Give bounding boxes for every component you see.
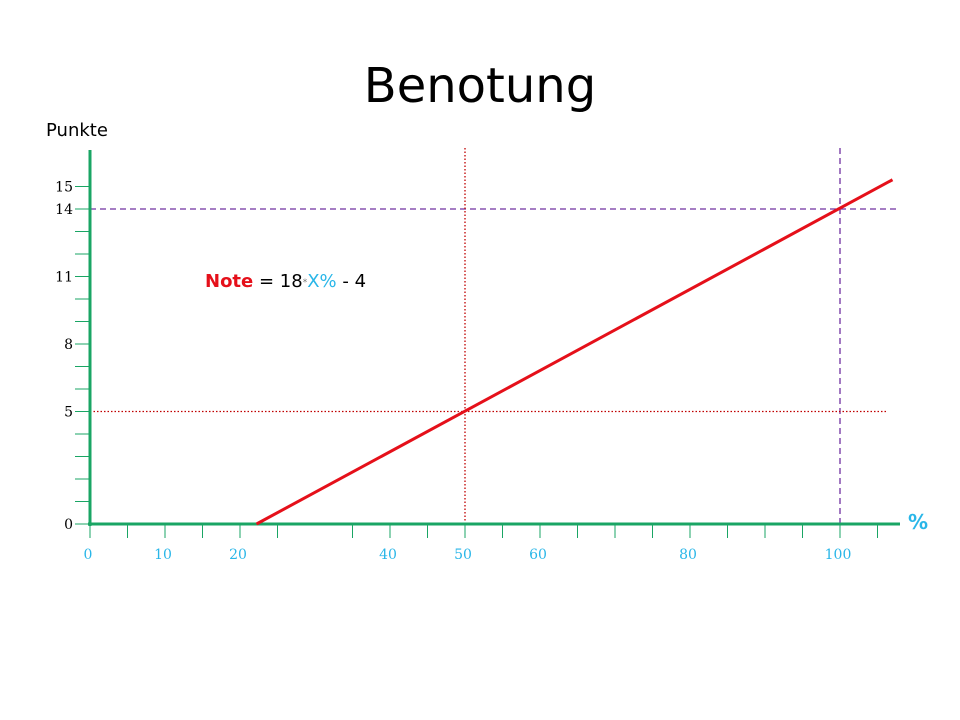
- formula-variable: X%: [307, 271, 337, 292]
- x-tick-label-60: 60: [529, 547, 547, 563]
- y-tick-label-14: 14: [55, 202, 73, 218]
- x-tick-label-100: 100: [825, 547, 852, 563]
- formula-eq: = 18: [253, 271, 303, 292]
- y-tick-label-11: 11: [55, 270, 73, 286]
- formula-rest: - 4: [336, 271, 367, 292]
- x-axis-label: %: [908, 510, 929, 534]
- formula-annotation: Note = 18*X% - 4: [205, 271, 366, 292]
- x-tick-label-0: 0: [84, 547, 93, 563]
- formula-operator: *: [302, 278, 308, 288]
- formula-lhs: Note: [205, 271, 254, 292]
- x-tick-label-20: 20: [229, 547, 247, 563]
- x-tick-label-80: 80: [679, 547, 697, 563]
- y-tick-label-8: 8: [64, 337, 73, 353]
- x-tick-label-50: 50: [454, 547, 472, 563]
- x-tick-label-40: 40: [379, 547, 397, 563]
- chart-title: Benotung: [363, 58, 597, 114]
- y-tick-label-15: 15: [55, 180, 73, 196]
- y-tick-label-5: 5: [64, 405, 73, 421]
- series-line-0: [255, 178, 894, 526]
- y-axis-label: Punkte: [46, 120, 108, 141]
- y-tick-label-0: 0: [64, 517, 73, 533]
- x-tick-label-10: 10: [154, 547, 172, 563]
